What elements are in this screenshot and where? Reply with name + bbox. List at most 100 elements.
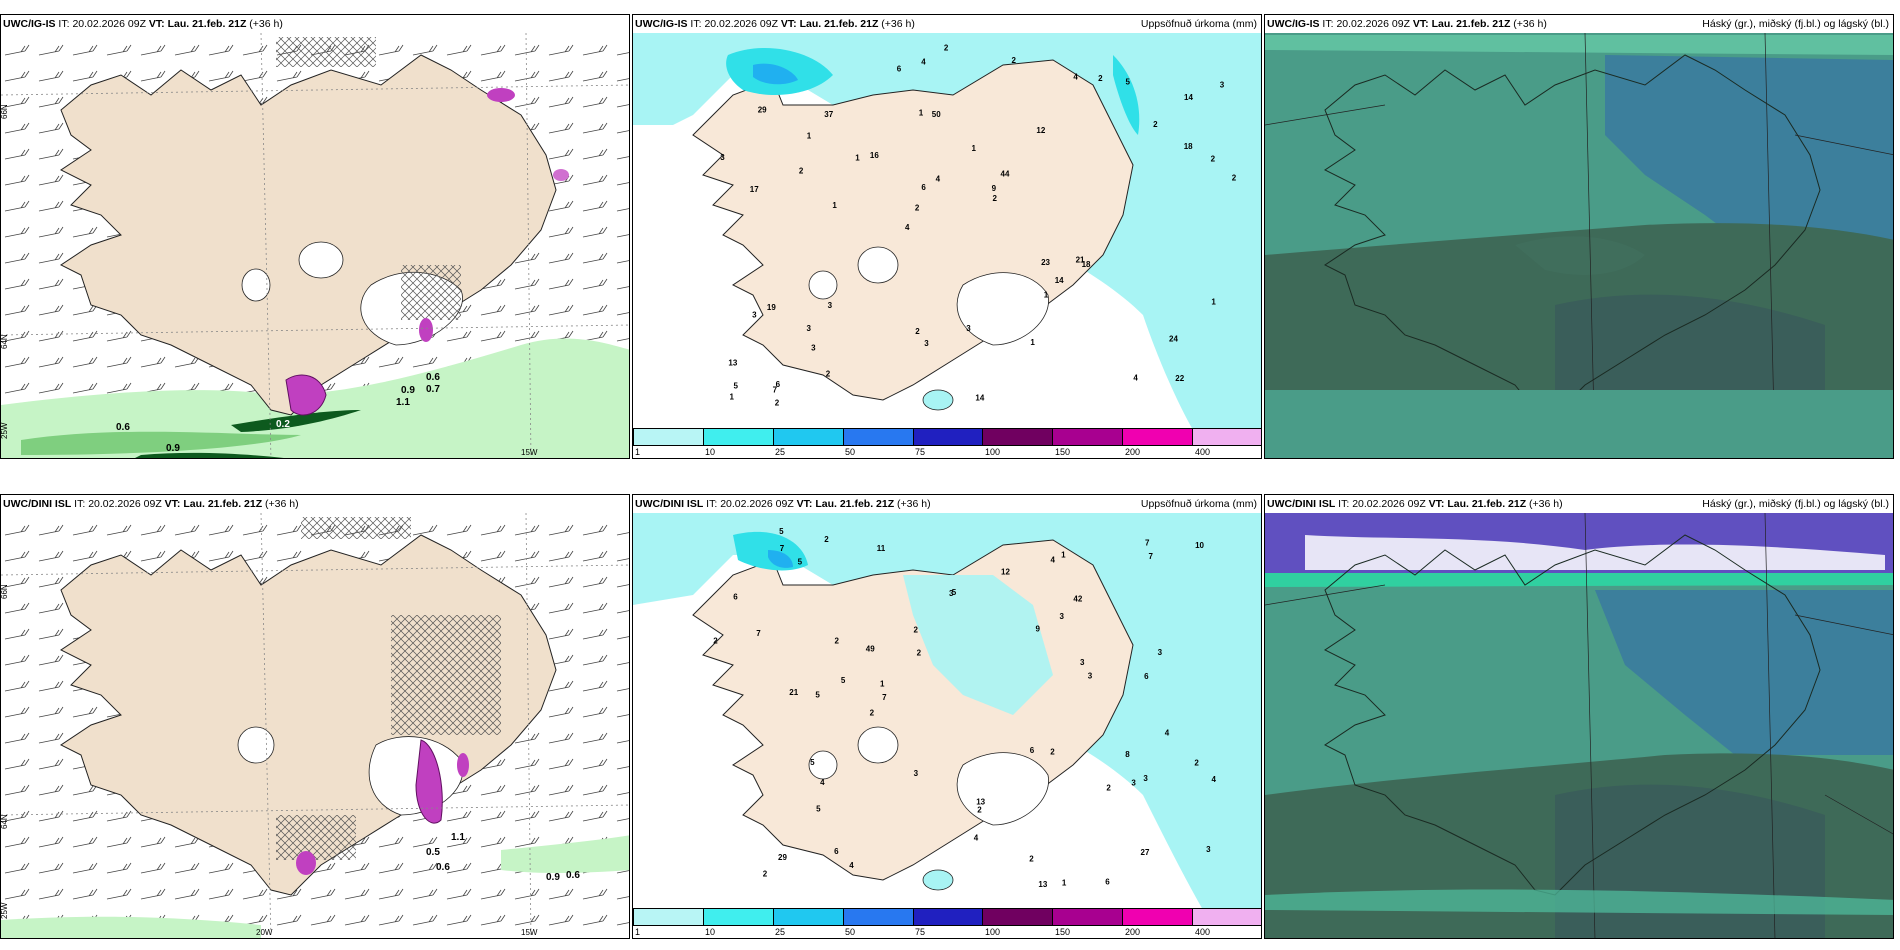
wind-map: 66N 64N 25W 20W 15W 0.5 0.6 0.9 0.6 1.1 xyxy=(1,512,629,938)
precip-value: 6 xyxy=(1030,746,1035,755)
precip-value: 2 xyxy=(917,649,922,658)
legend-color-cell xyxy=(1123,428,1194,446)
legend-color-cell xyxy=(1193,908,1261,926)
precip-value: 2 xyxy=(775,399,780,408)
precip-value: 2 xyxy=(826,369,831,378)
precip-value: 2 xyxy=(914,625,919,634)
precip-heavy-area xyxy=(768,550,793,568)
magenta-spot xyxy=(487,88,515,102)
legend-color-cell xyxy=(1053,908,1124,926)
precip-value: 2 xyxy=(1232,173,1237,182)
value-label: 0.2 xyxy=(276,419,290,430)
precip-value: 13 xyxy=(1038,880,1047,889)
precip-value: 4 xyxy=(1165,729,1170,738)
precip-value: 2 xyxy=(870,709,875,718)
precip-value: 6 xyxy=(776,380,781,389)
precip-value: 3 xyxy=(807,324,812,333)
legend-color-cell xyxy=(983,908,1054,926)
legend-tick-label: 1 xyxy=(635,927,641,937)
lat-label: 66N xyxy=(1,584,9,599)
value-label: 0.9 xyxy=(546,872,560,883)
legend-color-cell xyxy=(773,428,844,446)
precip-value: 2 xyxy=(1211,155,1216,164)
precip-value: 4 xyxy=(849,861,854,870)
lon-label: 15W xyxy=(521,928,538,937)
longitude-line xyxy=(260,512,532,938)
precip-value: 3 xyxy=(924,339,929,348)
iceland-outline xyxy=(1324,54,1821,416)
precip-value: 14 xyxy=(1055,276,1064,285)
legend-tick-label: 100 xyxy=(985,447,1001,457)
precip-value: 2 xyxy=(1050,748,1055,757)
legend-tick-label: 50 xyxy=(845,927,856,937)
legend-color-cell xyxy=(843,428,914,446)
value-label: 1.1 xyxy=(396,397,410,408)
cloud-patch xyxy=(1515,236,1645,275)
hatched-area xyxy=(276,815,356,860)
precip-value: 1 xyxy=(1061,550,1066,559)
precip-value: 6 xyxy=(834,847,839,856)
legend-color-cell xyxy=(913,908,984,926)
panel-ig-wind: UWC/IG-IS IT: 20.02.2026 09Z VT: Lau. 21… xyxy=(0,14,630,459)
legend-color-cell xyxy=(773,908,844,926)
precip-value: 3 xyxy=(1088,672,1093,681)
glacier-large xyxy=(956,272,1049,346)
lat-label: 64N xyxy=(1,334,9,349)
panel-ig-precip: UWC/IG-IS IT: 20.02.2026 09Z VT: Lau. 21… xyxy=(632,14,1262,459)
precip-value: 6 xyxy=(921,183,926,192)
precip-value: 3 xyxy=(1220,81,1225,90)
precip-value: 1 xyxy=(730,393,735,402)
legend-tick-label: 25 xyxy=(775,447,786,457)
precip-value: 23 xyxy=(1041,258,1050,267)
precip-value: 4 xyxy=(820,778,825,787)
precip-value: 18 xyxy=(1082,260,1091,269)
precip-legend: 1 10 25 50 75 100 150 200 400 xyxy=(633,428,1261,458)
legend-color-cell xyxy=(1123,908,1194,926)
precip-value: 7 xyxy=(882,693,887,702)
precip-value: 1 xyxy=(1044,290,1049,299)
precip-heavy-area xyxy=(753,63,798,85)
glacier xyxy=(808,270,838,300)
precip-value: 3 xyxy=(966,324,971,333)
legend-tick-label: 200 xyxy=(1125,447,1141,457)
legend-color-cell xyxy=(633,908,704,926)
precip-value: 21 xyxy=(789,688,798,697)
precip-value: 5 xyxy=(779,527,784,536)
precip-value: 12 xyxy=(1001,567,1010,576)
panel-dini-cloud: UWC/DINI ISL IT: 20.02.2026 09Z VT: Lau.… xyxy=(1264,494,1894,939)
legend-tick-label: 75 xyxy=(915,927,926,937)
precip-value: 4 xyxy=(936,174,941,183)
hatched-area xyxy=(276,37,376,67)
value-label: 0.6 xyxy=(566,870,580,881)
magenta-spot xyxy=(419,318,433,342)
precip-value: 2 xyxy=(944,44,949,53)
precip-value: 3 xyxy=(949,589,954,598)
precip-value: 7 xyxy=(773,385,778,394)
value-label: 0.7 xyxy=(426,384,440,395)
precip-value: 7 xyxy=(756,629,761,638)
precip-value: 13 xyxy=(728,358,737,367)
glacier xyxy=(241,268,271,302)
precip-value: 14 xyxy=(1184,93,1193,102)
mid-cloud-area xyxy=(1595,590,1893,755)
high-cloud-south xyxy=(1265,889,1893,915)
panel-dini-wind: UWC/DINI ISL IT: 20.02.2026 09Z VT: Lau.… xyxy=(0,494,630,939)
precip-value: 19 xyxy=(767,303,776,312)
precip-value: 3 xyxy=(811,343,816,352)
precip-value: 5 xyxy=(816,805,821,814)
precip-value: 2 xyxy=(713,636,718,645)
precip-value: 1 xyxy=(1211,297,1216,306)
cloud-map xyxy=(1265,512,1893,938)
precip-value: 7 xyxy=(1149,552,1154,561)
precip-value: 4 xyxy=(1133,374,1138,383)
cloud-map xyxy=(1265,32,1893,458)
precip-value: 18 xyxy=(1184,142,1193,151)
precip-value: 29 xyxy=(778,853,787,862)
precip-value: 16 xyxy=(870,151,879,160)
legend-tick-label: 100 xyxy=(985,927,1001,937)
legend-tick-label: 400 xyxy=(1195,447,1211,457)
lon-label: 15W xyxy=(521,448,538,457)
precip-value: 13 xyxy=(976,798,985,807)
precip-value: 1 xyxy=(880,680,885,689)
mid-cloud-area xyxy=(1605,55,1893,255)
